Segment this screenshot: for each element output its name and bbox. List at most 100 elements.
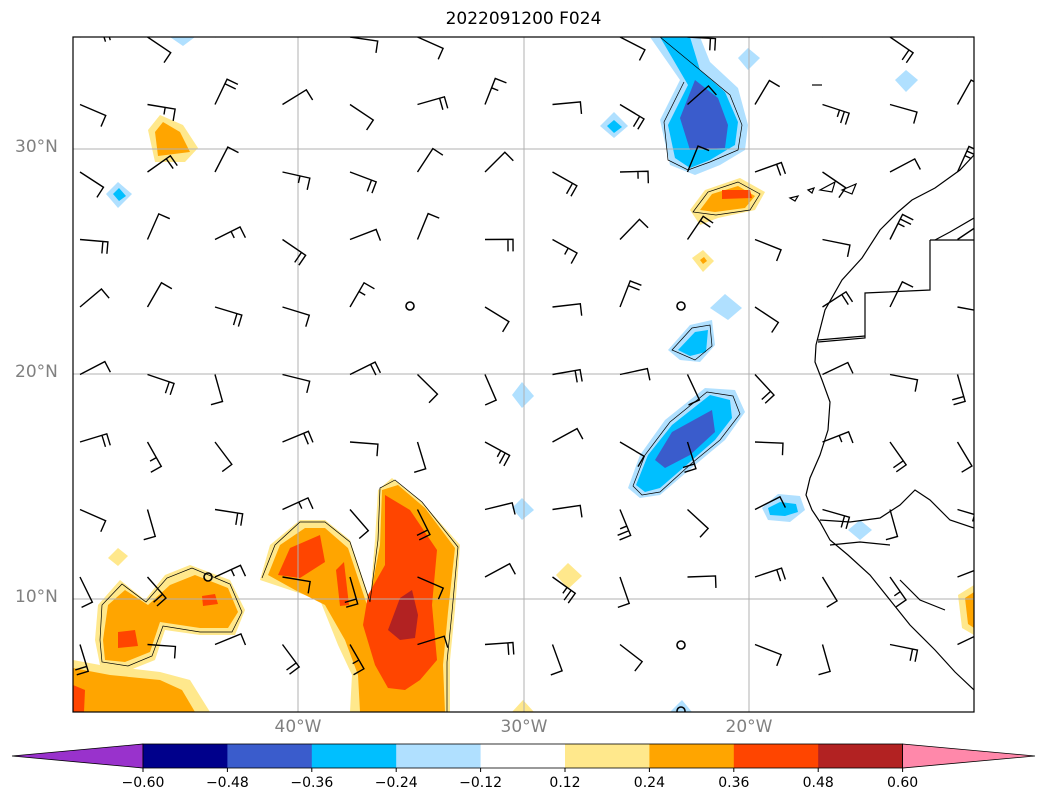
- wind-barb: [210, 374, 224, 406]
- wind-barb: [818, 644, 831, 676]
- wind-barb: [822, 171, 847, 199]
- wind-barb: [484, 238, 514, 252]
- colorbar-tick-label: 0.36: [718, 775, 750, 791]
- wind-barb: [147, 373, 175, 396]
- wind-barb: [822, 430, 854, 444]
- wind-barb: [822, 290, 854, 308]
- calm-markers: [203, 301, 686, 712]
- wind-barb: [889, 103, 918, 124]
- wind-barb: [822, 238, 851, 258]
- wind-barb: [281, 644, 301, 675]
- wind-barb: [821, 576, 839, 608]
- wind-barb: [619, 218, 649, 240]
- wind-barb: [80, 37, 111, 42]
- wind-barb: [889, 37, 915, 64]
- wind-barb: [957, 569, 974, 578]
- wind-barb: [484, 501, 516, 515]
- wind-barb: [889, 157, 921, 173]
- colorbar-tick-label: −0.24: [374, 775, 418, 791]
- colorbar-tick-label: −0.36: [290, 775, 334, 791]
- colorbar: [11, 743, 1036, 772]
- wind-barb: [617, 509, 632, 541]
- wind-barb: [619, 367, 651, 381]
- wind-barb: [957, 635, 974, 646]
- colorbar-extend-high: [902, 743, 1036, 769]
- wind-barb: [889, 280, 914, 308]
- map-frame: [72, 36, 975, 713]
- wind-barb: [619, 441, 646, 467]
- colorbar-segment: [311, 744, 397, 768]
- wind-barb: [552, 238, 578, 264]
- wind-barb: [349, 171, 378, 194]
- wind-barb: [349, 361, 382, 376]
- wind-barb: [956, 79, 974, 105]
- colorbar-tick-label: 0.24: [633, 775, 665, 791]
- wind-barb: [214, 146, 239, 173]
- wind-barb: [619, 103, 645, 130]
- contour-fill: [73, 37, 974, 712]
- wind-barb: [552, 427, 584, 443]
- wind-barb: [889, 213, 914, 240]
- wind-barb: [79, 576, 94, 609]
- wind-barb: [754, 567, 787, 582]
- wind-barb: [885, 509, 899, 541]
- wind-barb: [552, 368, 583, 383]
- colorbar-segment: [818, 744, 904, 768]
- lat-label-10n: 10°N: [15, 587, 58, 607]
- wind-barb: [484, 441, 511, 467]
- colorbar-segment: [733, 744, 819, 768]
- negative-anomaly-region: [106, 37, 918, 712]
- wind-barb: [484, 77, 507, 105]
- plot-area: [73, 37, 974, 712]
- wind-barb: [754, 306, 780, 333]
- wind-barb: [552, 101, 583, 114]
- wind-barb: [214, 226, 247, 241]
- colorbar-tick-label: −0.48: [205, 775, 249, 791]
- wind-barb: [282, 576, 311, 594]
- wind-barb: [552, 171, 578, 197]
- wind-barb: [687, 575, 717, 588]
- wind-barb: [349, 281, 375, 308]
- wind-barb: [957, 227, 974, 241]
- wind-barb: [956, 145, 974, 173]
- wind-barb: [617, 576, 631, 609]
- wind-barb: [417, 95, 449, 110]
- wind-barb: [484, 151, 514, 173]
- wind-barb: [146, 212, 171, 240]
- map-title: 2022091200 F024: [445, 9, 602, 29]
- wind-barb: [143, 509, 157, 541]
- wind-barb: [889, 373, 919, 392]
- wind-barb: [682, 441, 697, 473]
- wind-barb: [889, 576, 907, 608]
- wind-barb: [413, 441, 427, 473]
- colorbar-extend-low: [11, 743, 144, 769]
- wind-barb: [952, 374, 966, 406]
- colorbar-segment: [396, 744, 482, 768]
- wind-barb: [754, 643, 783, 667]
- wind-barb: [619, 643, 644, 672]
- wind-barb: [416, 212, 440, 240]
- wind-barb: [349, 644, 365, 676]
- wind-barb: [214, 508, 244, 526]
- wind-barb: [282, 496, 314, 511]
- contour-lines: [99, 37, 761, 712]
- wind-barb: [282, 238, 307, 266]
- wind-barb: [79, 432, 111, 447]
- wind-barb: [619, 280, 642, 308]
- wind-barb: [754, 441, 784, 456]
- wind-barb: [686, 215, 714, 240]
- wind-barb: [552, 504, 583, 518]
- graticule: [73, 37, 974, 712]
- colorbar-tick-label: 0.60: [887, 775, 919, 791]
- wind-barb: [146, 281, 173, 308]
- wind-barb: [349, 441, 379, 457]
- wind-barb: [147, 37, 172, 63]
- wind-barb: [79, 171, 105, 198]
- wind-barb: [416, 509, 431, 541]
- wind-barb: [686, 145, 710, 173]
- wind-barb: [282, 88, 314, 106]
- wind-barb: [550, 644, 563, 676]
- wind-barb: [214, 564, 247, 578]
- lat-label-20n: 20°N: [15, 362, 58, 382]
